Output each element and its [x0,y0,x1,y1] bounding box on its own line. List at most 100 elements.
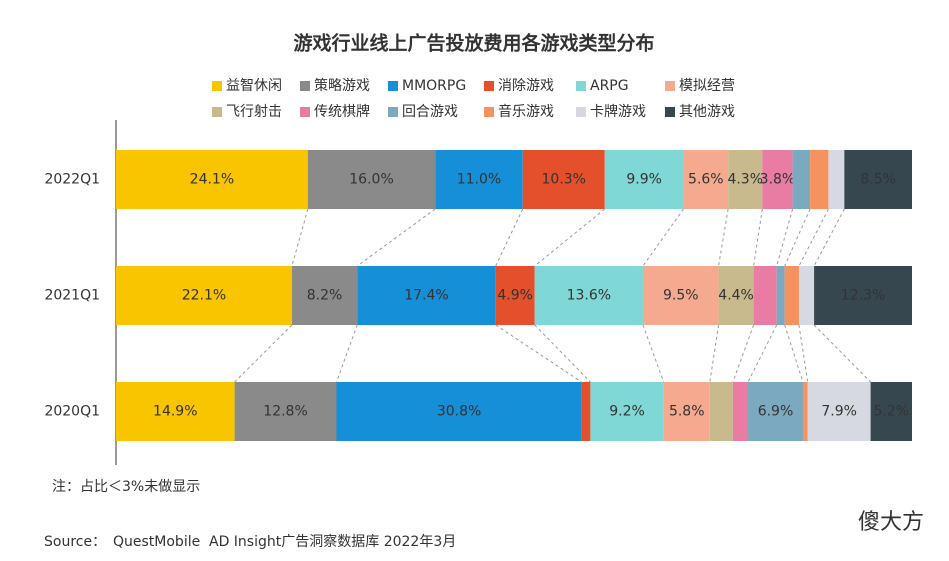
bar-segment [291,266,358,325]
data-label: 9.2% [609,404,645,420]
data-label: 9.5% [663,288,699,304]
source-label: Source： [44,534,106,550]
legend-swatch [576,81,586,91]
bar-segment [522,150,605,209]
bar-segment [307,150,436,209]
data-label: 13.6% [567,288,611,304]
bar-segment [798,266,815,325]
bar-segment [732,382,749,441]
note: 注：占比＜3%未做显示 [52,479,200,495]
legend-swatch [212,107,222,117]
source-text: AD Insight广告洞察数据库 2022年3月 [209,533,456,550]
bar-segment [116,150,308,209]
bar-segment [604,150,684,209]
legend-swatch [576,107,586,117]
bar-segment [663,382,710,441]
data-label: 4.4% [718,288,754,304]
bar-segment [748,382,803,441]
connector-line [718,208,729,267]
bar-segment [762,150,793,209]
connector-line [234,324,293,383]
y-tick-label: 2022Q1 [44,172,100,188]
connector-line [784,324,804,383]
data-label: 9.9% [626,172,662,188]
bar-segment [802,382,808,441]
bar-segment [828,150,845,209]
legend-swatch [300,107,310,117]
data-label: 3.8% [760,172,796,188]
logo-red: 傻 [858,510,880,535]
data-label: 16.0% [349,172,393,188]
data-label: 7.9% [821,404,857,420]
data-label: 11.0% [457,172,501,188]
connector-line [495,208,524,267]
legend-swatch [665,81,675,91]
legend-label: 音乐游戏 [498,103,554,120]
bar-segment [776,266,785,325]
data-label: 30.8% [437,404,481,420]
y-tick-label: 2020Q1 [44,404,100,420]
bar-segment [116,382,235,441]
data-label: 12.3% [841,288,885,304]
bar-segment [336,382,582,441]
connector-line [776,208,794,267]
connector-line [747,324,778,383]
data-label: 5.8% [669,404,705,420]
bar-segment [870,382,912,441]
data-label: 8.5% [860,172,896,188]
bar-segment [642,266,719,325]
legend-label: 传统棋牌 [314,103,370,120]
connector-line [798,208,829,267]
bar-segment [814,266,912,325]
connector-line [753,208,763,267]
connector-line [534,208,606,267]
legend-label: 其他游戏 [679,104,735,120]
connector-line [356,208,436,267]
bar-segment [534,266,643,325]
bar-segment [753,266,777,325]
data-label: 4.3% [727,172,763,188]
legend-label: 飞行射击 [226,104,282,120]
bar-segment [683,150,729,209]
connector-line [813,208,845,267]
bar-segment [116,266,292,325]
legend-swatch [388,81,398,91]
legend-label: 回合游戏 [402,104,458,120]
legend-label: 卡牌游戏 [590,103,646,120]
data-label: 5.2% [874,404,910,420]
bar-segment [581,382,591,441]
data-label: 4.9% [497,288,533,304]
source-brand: QuestMobile [113,534,200,550]
connector-line [336,324,358,383]
legend-swatch [484,107,494,117]
connector-line [732,324,755,383]
data-label: 14.9% [153,404,197,420]
connector-line [709,324,720,383]
legend-label: 消除游戏 [498,78,554,94]
connector-line [495,324,582,383]
legend-label: 模拟经营 [679,78,735,94]
legend-label: ARPG [590,78,629,94]
data-label: 12.8% [263,404,307,420]
bar-segment [718,266,754,325]
data-label: 6.9% [758,404,794,420]
legend-swatch [484,81,494,91]
bar-segment [784,266,799,325]
logo-black: 大方 [880,510,924,535]
y-tick-label: 2021Q1 [44,288,100,304]
chart-title: 游戏行业线上广告投放费用各游戏类型分布 [293,32,654,55]
connector-line [813,324,871,383]
bar-segment [590,382,664,441]
legend-label: 策略游戏 [314,77,370,94]
connector-line [642,208,684,267]
bar-segment [495,266,535,325]
connector-line [291,208,309,267]
bar-segment [234,382,337,441]
data-label: 22.1% [182,288,226,304]
data-label: 10.3% [542,172,586,188]
legend-swatch [665,107,675,117]
bar-segment [709,382,733,441]
connector-line [784,208,811,267]
bar-segment [792,150,811,209]
